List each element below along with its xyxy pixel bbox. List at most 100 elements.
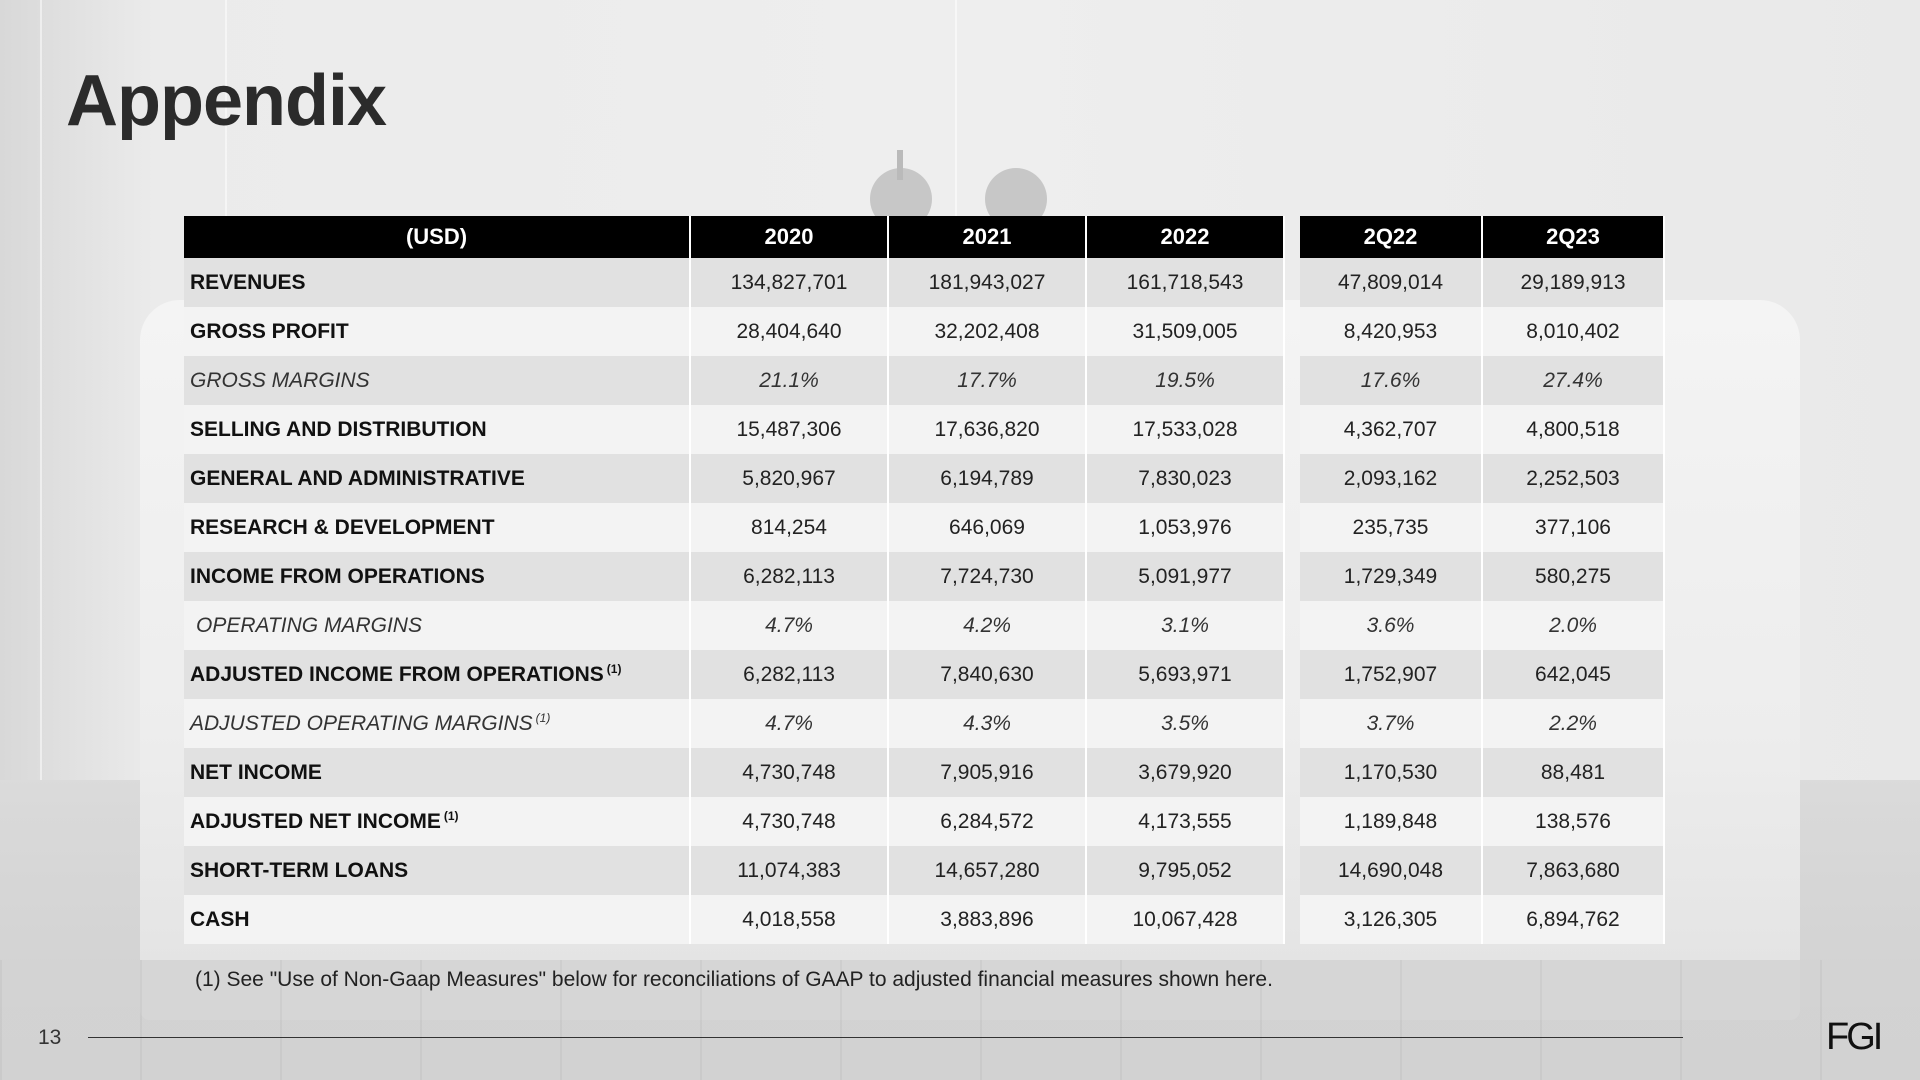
column-gap xyxy=(1284,699,1300,748)
row-label: SELLING AND DISTRIBUTION xyxy=(184,405,691,454)
row-label: INCOME FROM OPERATIONS xyxy=(184,552,691,601)
cell-value: 1,189,848 xyxy=(1300,797,1483,846)
cell-value: 3.6% xyxy=(1300,601,1483,650)
row-label-cell: ADJUSTED OPERATING MARGINS (1) xyxy=(184,699,691,748)
row-label: GENERAL AND ADMINISTRATIVE xyxy=(184,454,691,503)
cell-value: 4.3% xyxy=(888,699,1087,748)
table-row: ADJUSTED NET INCOME (1) 4,730,748 6,284,5… xyxy=(184,797,1665,846)
financial-table: (USD) 2020 2021 2022 2Q22 2Q23 REVENUES … xyxy=(184,216,1665,944)
table-row: ADJUSTED OPERATING MARGINS (1) 4.7% 4.3% … xyxy=(184,699,1665,748)
cell-value: 4.7% xyxy=(690,601,889,650)
table-row: SHORT-TERM LOANS 11,074,383 14,657,280 9… xyxy=(184,846,1665,895)
row-label: ADJUSTED INCOME FROM OPERATIONS xyxy=(190,663,604,686)
table-row: REVENUES 134,827,701 181,943,027 161,718… xyxy=(184,258,1665,307)
row-label: OPERATING MARGINS xyxy=(184,601,691,650)
column-gap xyxy=(1284,356,1300,405)
cell-value: 161,718,543 xyxy=(1086,258,1285,307)
row-label: REVENUES xyxy=(184,258,691,307)
cell-value: 235,735 xyxy=(1300,503,1483,552)
table-row: NET INCOME 4,730,748 7,905,916 3,679,920… xyxy=(184,748,1665,797)
cell-value: 6,194,789 xyxy=(888,454,1087,503)
cell-value: 6,894,762 xyxy=(1482,895,1665,944)
cell-value: 19.5% xyxy=(1086,356,1285,405)
column-gap xyxy=(1284,748,1300,797)
cell-value: 8,420,953 xyxy=(1300,307,1483,356)
footnote-marker: (1) xyxy=(535,711,551,725)
cell-value: 181,943,027 xyxy=(888,258,1087,307)
cell-value: 29,189,913 xyxy=(1482,258,1665,307)
cell-value: 17.7% xyxy=(888,356,1087,405)
table-row: INCOME FROM OPERATIONS 6,282,113 7,724,7… xyxy=(184,552,1665,601)
cell-value: 10,067,428 xyxy=(1086,895,1285,944)
cell-value: 1,170,530 xyxy=(1300,748,1483,797)
table-row: GENERAL AND ADMINISTRATIVE 5,820,967 6,1… xyxy=(184,454,1665,503)
column-gap xyxy=(1284,601,1300,650)
header-2022: 2022 xyxy=(1086,216,1285,258)
page-number: 13 xyxy=(38,1026,62,1049)
column-gap xyxy=(1284,552,1300,601)
table-row: SELLING AND DISTRIBUTION 15,487,306 17,6… xyxy=(184,405,1665,454)
cell-value: 3,679,920 xyxy=(1086,748,1285,797)
row-label: ADJUSTED NET INCOME xyxy=(190,810,441,833)
column-gap xyxy=(1284,797,1300,846)
financial-table-container: (USD) 2020 2021 2022 2Q22 2Q23 REVENUES … xyxy=(184,216,1665,944)
cell-value: 47,809,014 xyxy=(1300,258,1483,307)
cell-value: 7,840,630 xyxy=(888,650,1087,699)
row-label: NET INCOME xyxy=(184,748,691,797)
table-row: GROSS MARGINS 21.1% 17.7% 19.5% 17.6% 27… xyxy=(184,356,1665,405)
cell-value: 1,053,976 xyxy=(1086,503,1285,552)
cell-value: 4,018,558 xyxy=(690,895,889,944)
cell-value: 4,800,518 xyxy=(1482,405,1665,454)
cell-value: 642,045 xyxy=(1482,650,1665,699)
table-header-row: (USD) 2020 2021 2022 2Q22 2Q23 xyxy=(184,216,1665,258)
cell-value: 4.7% xyxy=(690,699,889,748)
column-gap xyxy=(1284,307,1300,356)
cell-value: 4.2% xyxy=(888,601,1087,650)
cell-value: 4,173,555 xyxy=(1086,797,1285,846)
cell-value: 7,863,680 xyxy=(1482,846,1665,895)
cell-value: 7,830,023 xyxy=(1086,454,1285,503)
cell-value: 6,284,572 xyxy=(888,797,1087,846)
cell-value: 31,509,005 xyxy=(1086,307,1285,356)
company-logo: FGI xyxy=(1826,1016,1883,1058)
cell-value: 27.4% xyxy=(1482,356,1665,405)
cell-value: 5,693,971 xyxy=(1086,650,1285,699)
cell-value: 3.5% xyxy=(1086,699,1285,748)
table-row: GROSS PROFIT 28,404,640 32,202,408 31,50… xyxy=(184,307,1665,356)
table-row: ADJUSTED INCOME FROM OPERATIONS (1) 6,282… xyxy=(184,650,1665,699)
row-label: ADJUSTED OPERATING MARGINS xyxy=(190,712,533,735)
cell-value: 7,724,730 xyxy=(888,552,1087,601)
footnote-marker: (1) xyxy=(606,662,622,676)
cell-value: 17.6% xyxy=(1300,356,1483,405)
cell-value: 3,883,896 xyxy=(888,895,1087,944)
cell-value: 9,795,052 xyxy=(1086,846,1285,895)
cell-value: 88,481 xyxy=(1482,748,1665,797)
header-2021: 2021 xyxy=(888,216,1087,258)
header-usd: (USD) xyxy=(184,216,691,258)
table-row: OPERATING MARGINS 4.7% 4.2% 3.1% 3.6% 2.… xyxy=(184,601,1665,650)
cell-value: 28,404,640 xyxy=(690,307,889,356)
cell-value: 580,275 xyxy=(1482,552,1665,601)
row-label: GROSS PROFIT xyxy=(184,307,691,356)
row-label: RESEARCH & DEVELOPMENT xyxy=(184,503,691,552)
row-label: CASH xyxy=(184,895,691,944)
cell-value: 1,729,349 xyxy=(1300,552,1483,601)
table-row: RESEARCH & DEVELOPMENT 814,254 646,069 1… xyxy=(184,503,1665,552)
cell-value: 7,905,916 xyxy=(888,748,1087,797)
cell-value: 6,282,113 xyxy=(690,650,889,699)
cell-value: 8,010,402 xyxy=(1482,307,1665,356)
column-gap xyxy=(1284,405,1300,454)
cell-value: 3.1% xyxy=(1086,601,1285,650)
cell-value: 3,126,305 xyxy=(1300,895,1483,944)
cell-value: 2.2% xyxy=(1482,699,1665,748)
cell-value: 32,202,408 xyxy=(888,307,1087,356)
header-2q23: 2Q23 xyxy=(1482,216,1665,258)
row-label-cell: ADJUSTED INCOME FROM OPERATIONS (1) xyxy=(184,650,691,699)
row-label: SHORT-TERM LOANS xyxy=(184,846,691,895)
cell-value: 138,576 xyxy=(1482,797,1665,846)
cell-value: 1,752,907 xyxy=(1300,650,1483,699)
column-gap xyxy=(1284,454,1300,503)
faucet-stem xyxy=(897,150,903,180)
cell-value: 4,362,707 xyxy=(1300,405,1483,454)
header-2020: 2020 xyxy=(690,216,889,258)
